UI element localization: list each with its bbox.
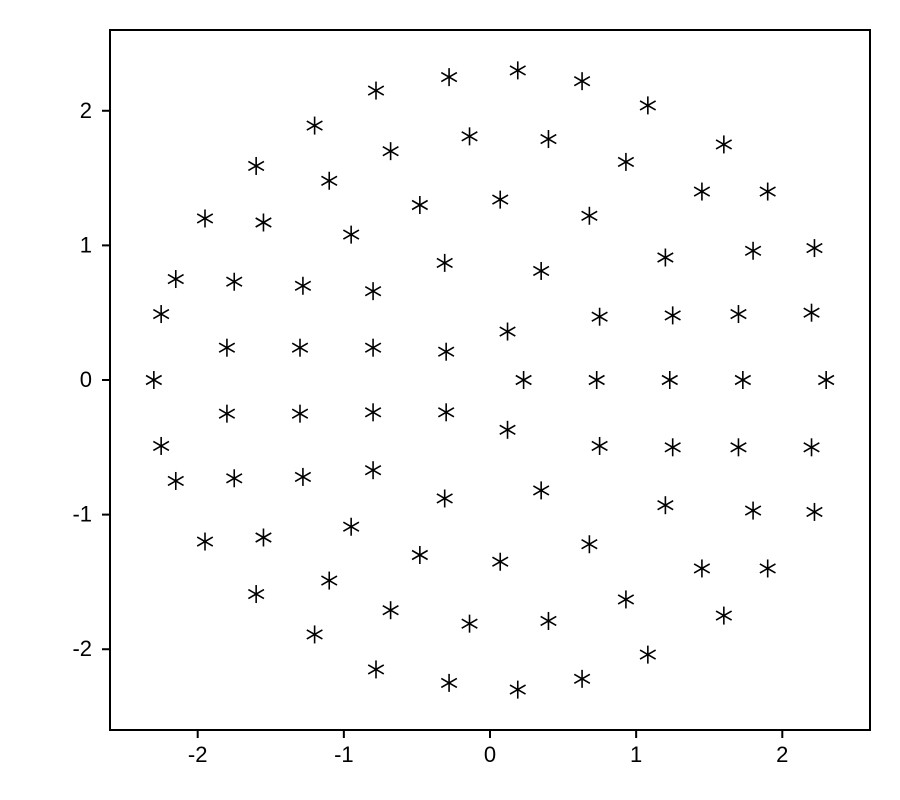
x-tick-label: -2: [188, 742, 208, 767]
x-tick-label: 1: [630, 742, 642, 767]
scatter-chart: -2 -1 0 1 2 -2 -1 0 1 2: [0, 0, 900, 800]
y-tick-label: -1: [72, 502, 92, 527]
chart-svg: -2 -1 0 1 2 -2 -1 0 1 2: [0, 0, 900, 800]
y-tick-label: 2: [80, 98, 92, 123]
y-tick-label: 1: [80, 232, 92, 257]
x-tick-label: 0: [484, 742, 496, 767]
y-tick-label: -2: [72, 636, 92, 661]
x-tick-label: -1: [334, 742, 354, 767]
x-tick-label: 2: [776, 742, 788, 767]
y-tick-label: 0: [80, 367, 92, 392]
